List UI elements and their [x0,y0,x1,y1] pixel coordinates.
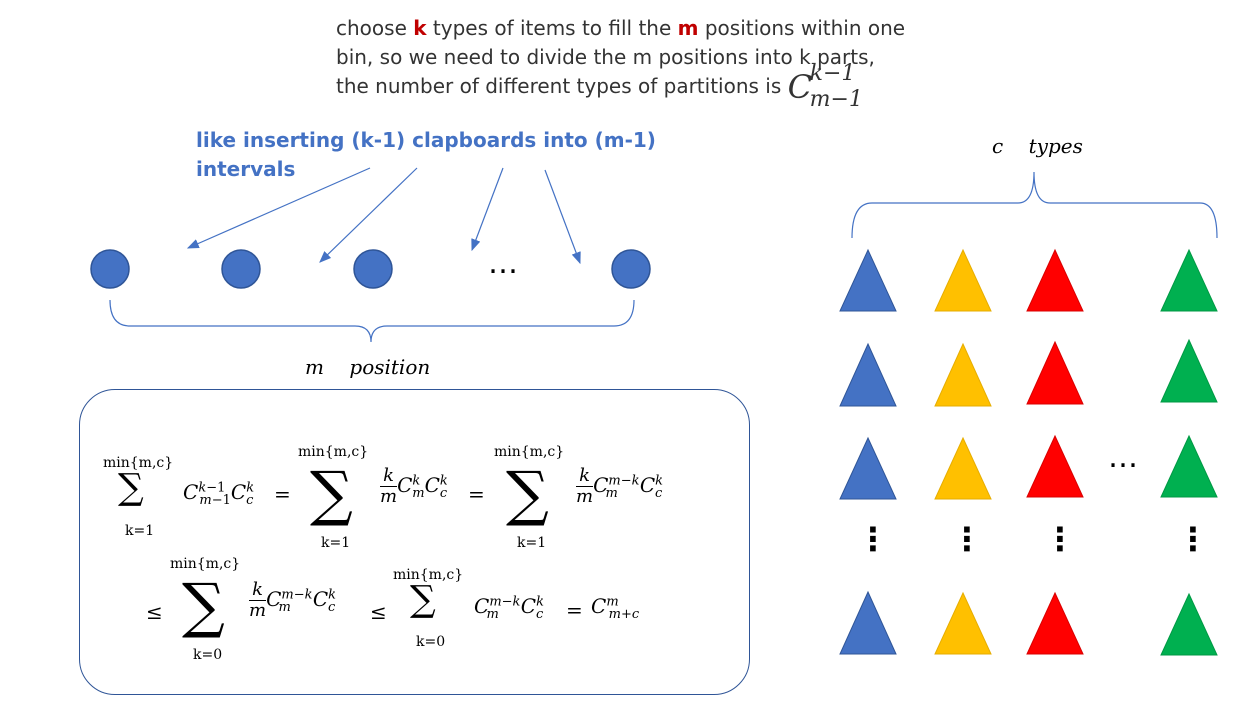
circle-ellipsis: … [488,246,518,281]
triangle-blue [839,248,897,312]
triangle-ellipsis: … [1108,440,1138,475]
term-4: k m Cm−km Ckc [249,579,337,621]
arrow-1 [186,167,371,249]
le-sign: ≤ [146,600,163,624]
term-5: Cm−km Ckc [474,594,544,622]
triangle-yellow [934,342,992,407]
equals-sign: = [274,482,291,506]
sum-lower-limit: k=1 [321,535,351,551]
arrow-3 [471,167,504,252]
triangle-red [1026,248,1084,312]
types-brace [851,171,1218,239]
triangle-blue [839,436,897,500]
term-2: k m CkmCkc [380,465,448,507]
position-brace [109,299,635,343]
position-circle [353,249,393,289]
triangle-green [1160,248,1218,312]
triangle-red [1026,591,1084,655]
triangle-yellow [934,248,992,312]
sum-symbol: ∑ [310,459,353,529]
triangle-yellow [934,436,992,500]
position-label: m position [305,355,431,379]
vertical-ellipsis: ⋮ [857,520,889,558]
formula-box [79,389,750,695]
sum-upper-limit: min{m,c} [393,567,464,583]
sum-symbol: ∑ [118,467,144,508]
le-sign: ≤ [370,600,387,624]
vertical-ellipsis: ⋮ [951,520,983,558]
arrow-4 [544,169,581,265]
term-1: Ck−1m−1Ckc [183,480,255,508]
triangle-green [1160,592,1218,656]
triangle-grid [839,248,1218,656]
position-circle [221,249,261,289]
term-6: Cmm+c [591,594,640,622]
triangle-green [1160,434,1218,498]
sum-symbol: ∑ [506,459,549,529]
sum-lower-limit: k=1 [125,523,155,539]
sum-lower-limit: k=0 [416,634,446,650]
triangle-blue [839,590,897,655]
title-text: choose k types of items to fill the m po… [336,16,906,112]
sum-upper-limit: min{m,c} [103,455,174,471]
sum-symbol: ∑ [182,571,225,641]
m-highlight: m [677,16,699,40]
triangle-yellow [934,591,992,655]
sum-lower-limit: k=0 [193,647,223,663]
triangle-red [1026,434,1084,498]
triangle-green [1160,338,1218,403]
term-3: k m Cm−km Ckc [576,465,664,507]
vertical-ellipsis: ⋮ [1044,520,1076,558]
equals-sign: = [468,482,485,506]
clapboard-note: like inserting (k-1) clapboards into (m-… [196,128,656,181]
arrow-2 [319,167,418,263]
position-circle [611,249,651,289]
triangle-blue [839,342,897,407]
sum-upper-limit: min{m,c} [170,556,241,572]
sum-upper-limit: min{m,c} [494,444,565,460]
sum-lower-limit: k=1 [517,535,547,551]
equals-sign: = [566,598,583,622]
sum-symbol: ∑ [410,579,436,620]
triangle-red [1026,340,1084,405]
vertical-ellipsis: ⋮ [1177,520,1209,558]
types-label: c types [992,134,1083,158]
position-circle [90,249,130,289]
k-highlight: k [413,16,427,40]
sum-upper-limit: min{m,c} [298,444,369,460]
